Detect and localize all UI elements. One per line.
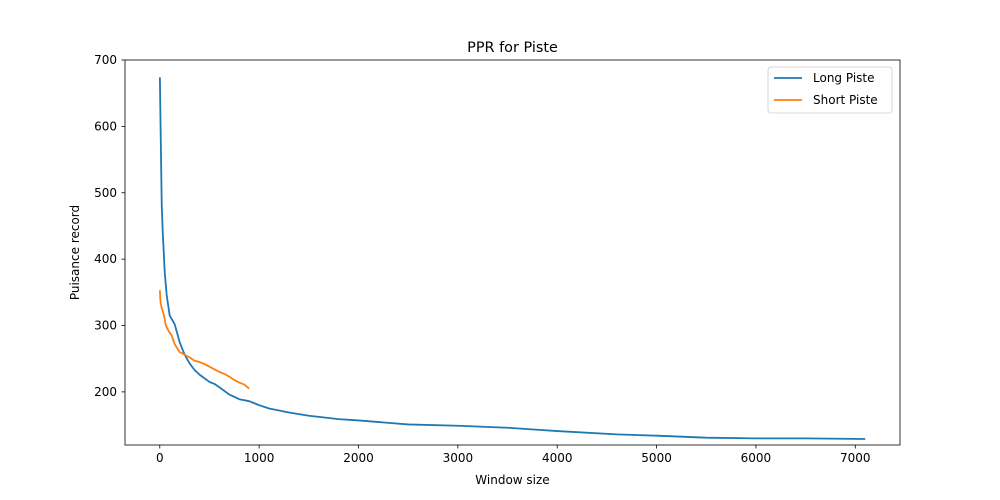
long-piste-line [158, 77, 866, 440]
legend: Long Piste Short Piste [767, 66, 893, 114]
short-piste-line [158, 290, 250, 390]
y-tick-label: 200 [94, 385, 117, 399]
plot-frame [124, 59, 901, 446]
x-axis-label: Window size [475, 473, 549, 487]
x-tick-label: 5000 [641, 451, 672, 465]
x-tick-label: 2000 [343, 451, 374, 465]
y-tick-label: 300 [94, 319, 117, 333]
legend-label-short-piste: Short Piste [813, 93, 878, 107]
x-tick-label: 6000 [741, 451, 772, 465]
chart-title: PPR for Piste [467, 40, 558, 56]
x-tick-label: 3000 [443, 451, 474, 465]
y-tick-label: 400 [94, 252, 117, 266]
plot-lines [158, 77, 866, 440]
y-tick-label: 600 [94, 119, 117, 133]
x-tick-label: 0 [156, 451, 164, 465]
y-tick-label: 500 [94, 186, 117, 200]
x-tick-label: 7000 [840, 451, 871, 465]
x-tick-label: 1000 [244, 451, 275, 465]
y-axis-label: Puisance record [68, 205, 82, 300]
x-tick-label: 4000 [542, 451, 573, 465]
y-tick-label: 700 [94, 53, 117, 67]
x-axis-ticks: 0 1000 2000 3000 4000 5000 6000 7000 [156, 445, 871, 465]
y-axis-ticks: 200 300 400 500 600 700 [94, 53, 125, 399]
legend-label-long-piste: Long Piste [813, 71, 875, 85]
